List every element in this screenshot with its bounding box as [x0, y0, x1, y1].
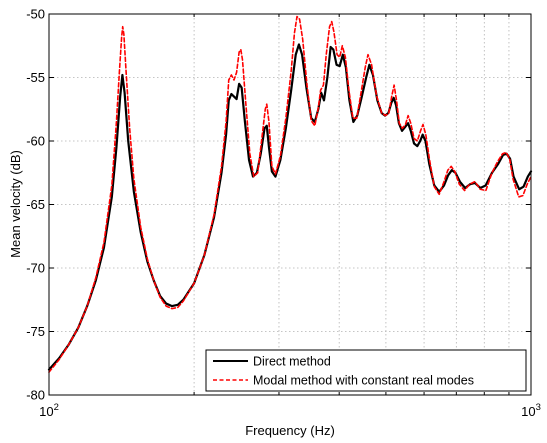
legend-label-direct: Direct method [253, 355, 331, 369]
x-tick-label: 102 [39, 402, 59, 419]
y-tick-label: -80 [26, 388, 45, 403]
series-line-modal [48, 15, 532, 373]
x-axis-label: Frequency (Hz) [245, 423, 335, 438]
y-tick-label: -60 [26, 134, 45, 149]
legend: Direct method Modal method with constant… [205, 349, 527, 392]
series-line-direct [47, 43, 533, 371]
y-tick-label: -50 [26, 7, 45, 22]
y-axis-label: Mean velocity (dB) [8, 150, 23, 258]
y-tick-label: -65 [26, 197, 45, 212]
legend-box [205, 349, 527, 392]
legend-label-modal: Modal method with constant real modes [253, 374, 474, 388]
x-tick-exponent: 2 [54, 402, 59, 413]
y-tick-label: -75 [26, 324, 45, 339]
x-tick-base: 10 [521, 404, 535, 419]
series-group [47, 15, 533, 373]
x-tick-exponent: 3 [536, 402, 541, 413]
y-tick-label: -70 [26, 261, 45, 276]
axis-ticks [48, 13, 532, 396]
y-tick-label: -55 [26, 70, 45, 85]
x-tick-base: 10 [39, 404, 53, 419]
x-tick-label: 103 [521, 402, 541, 419]
